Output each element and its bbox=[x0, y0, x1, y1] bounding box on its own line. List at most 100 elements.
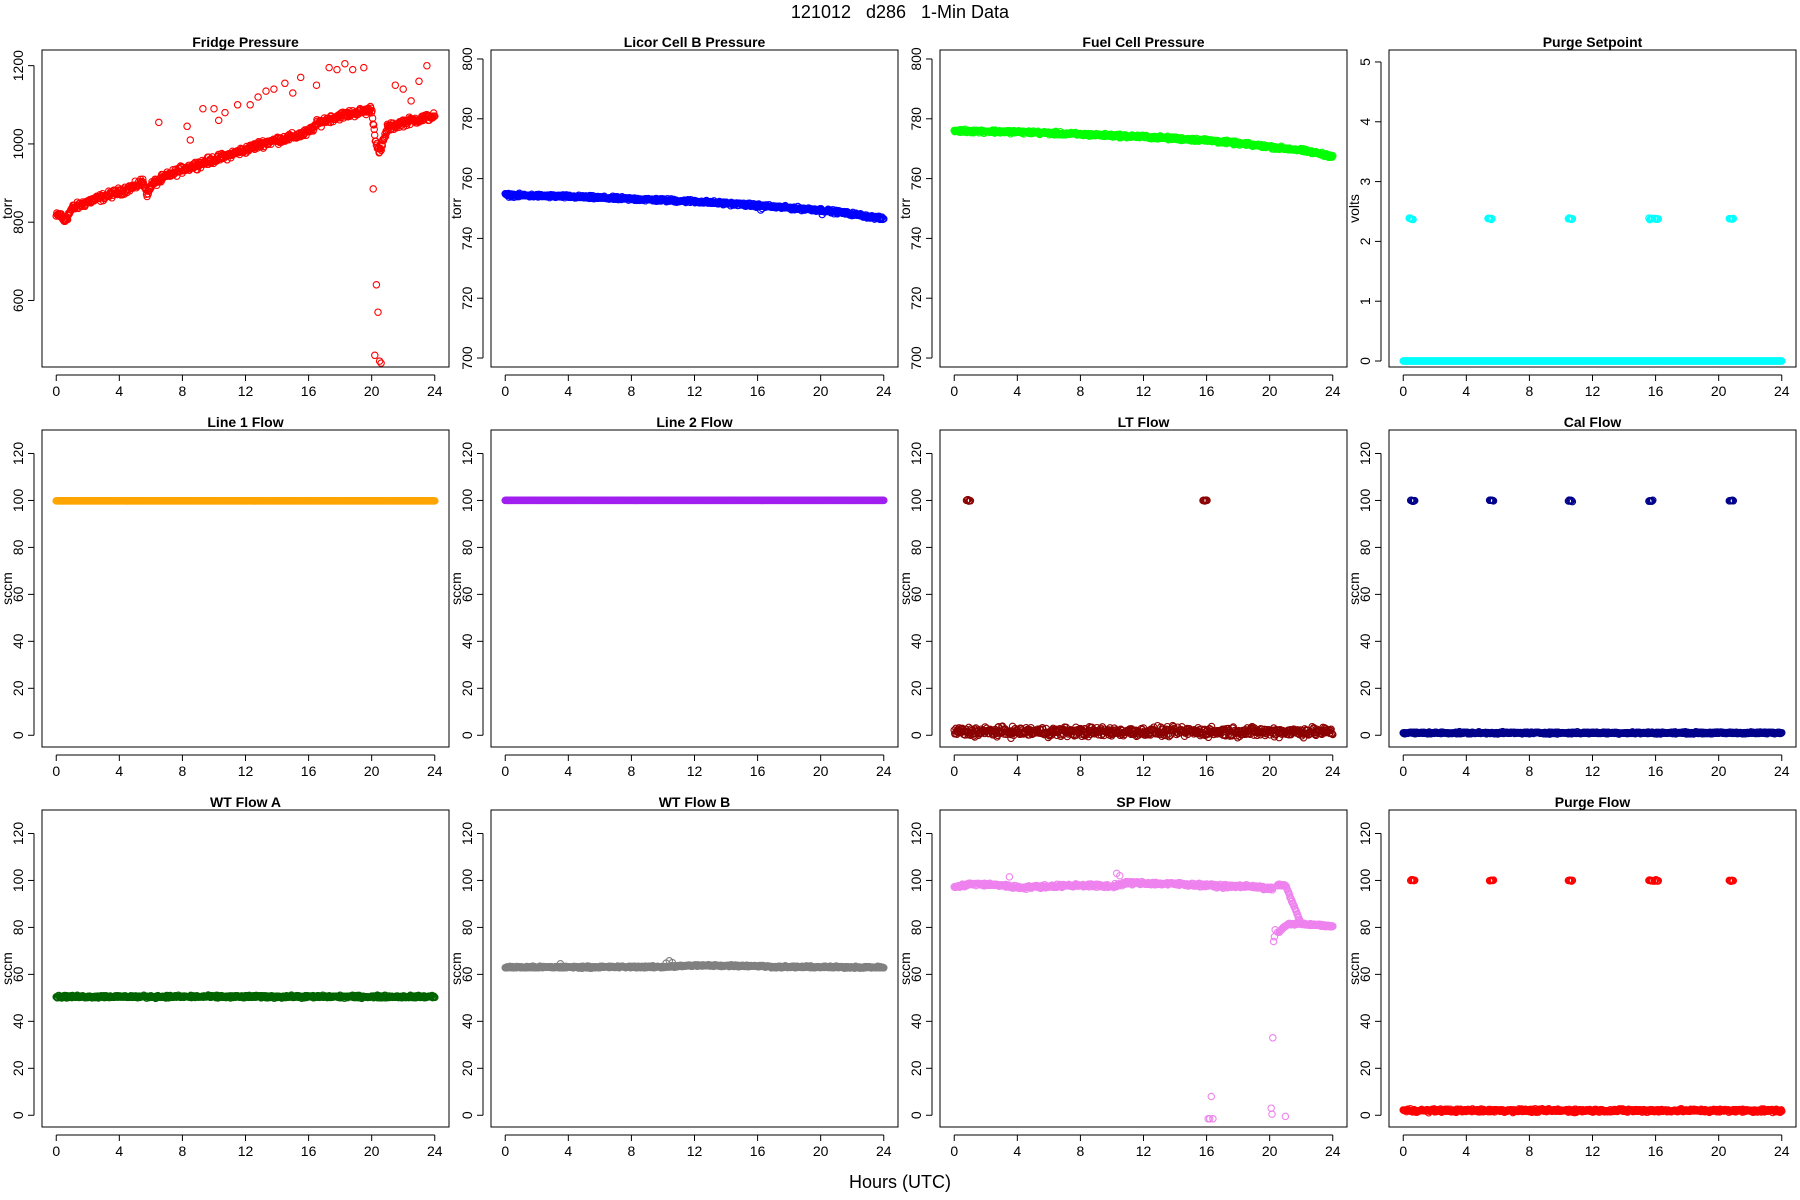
x-tick-label: 12 bbox=[1585, 383, 1601, 399]
data-point bbox=[246, 101, 254, 109]
x-tick-label: 16 bbox=[750, 383, 766, 399]
x-tick-label: 16 bbox=[1199, 383, 1215, 399]
data-points bbox=[950, 495, 1337, 742]
y-tick-label: 800 bbox=[10, 210, 26, 234]
data-point bbox=[221, 108, 229, 117]
y-tick-label: 780 bbox=[908, 107, 924, 131]
y-axis-label: sccm bbox=[448, 572, 464, 605]
data-point bbox=[371, 351, 379, 360]
x-tick-label: 4 bbox=[115, 763, 123, 779]
x-tick-label: 8 bbox=[1077, 383, 1085, 399]
x-tick-label: 8 bbox=[1526, 383, 1534, 399]
x-tick-label: 20 bbox=[813, 383, 829, 399]
data-point bbox=[210, 104, 218, 113]
y-tick-label: 5 bbox=[1357, 58, 1373, 66]
x-tick-label: 12 bbox=[1136, 383, 1152, 399]
y-tick-label: 100 bbox=[10, 489, 26, 513]
y-tick-label: 0 bbox=[1357, 357, 1373, 365]
x-tick-label: 12 bbox=[238, 383, 254, 399]
data-point bbox=[383, 120, 392, 129]
data-point bbox=[155, 118, 163, 127]
data-point bbox=[348, 65, 357, 74]
plot-frame bbox=[939, 49, 1348, 368]
x-tick-label: 12 bbox=[687, 763, 703, 779]
data-point bbox=[375, 357, 384, 365]
y-tick-label: 120 bbox=[459, 442, 475, 466]
data-points bbox=[52, 59, 439, 367]
x-tick-label: 12 bbox=[238, 763, 254, 779]
data-point bbox=[369, 121, 378, 129]
y-tick-label: 800 bbox=[459, 47, 475, 71]
y-tick-label: 120 bbox=[10, 442, 26, 466]
data-point bbox=[377, 146, 385, 155]
data-point bbox=[415, 77, 423, 86]
x-tick-label: 4 bbox=[564, 383, 572, 399]
data-point bbox=[370, 125, 378, 134]
x-tick-label: 20 bbox=[1711, 383, 1727, 399]
data-points bbox=[1399, 214, 1786, 365]
data-point bbox=[374, 308, 382, 316]
x-tick-label: 16 bbox=[1648, 383, 1664, 399]
data-point bbox=[325, 63, 333, 72]
y-tick-label: 740 bbox=[908, 227, 924, 251]
x-tick-label: 0 bbox=[52, 763, 60, 779]
data-points bbox=[52, 497, 439, 505]
x-tick-label: 24 bbox=[1325, 383, 1341, 399]
x-tick-label: 0 bbox=[1399, 383, 1407, 399]
y-tick-label: 760 bbox=[908, 167, 924, 191]
data-point bbox=[312, 81, 321, 89]
plot-frame bbox=[41, 49, 450, 368]
data-points bbox=[501, 496, 888, 505]
panel-title: Fuel Cell Pressure bbox=[1082, 34, 1204, 50]
plot-frame bbox=[1388, 49, 1797, 368]
data-point bbox=[146, 186, 154, 194]
x-tick-label: 24 bbox=[876, 763, 892, 779]
data-point bbox=[391, 81, 400, 89]
y-axis-label: sccm bbox=[0, 572, 15, 605]
data-point bbox=[372, 281, 381, 289]
x-axis: 0 4 8 12 16 20 24 bbox=[52, 374, 443, 399]
panel-title: Line 2 Flow bbox=[656, 414, 732, 430]
data-point bbox=[381, 132, 390, 141]
x-tick-label: 0 bbox=[501, 383, 509, 399]
page-title: 121012 d286 1-Min Data bbox=[790, 2, 1010, 22]
x-tick-label: 16 bbox=[301, 763, 317, 779]
data-point bbox=[214, 116, 223, 125]
y-tick-label: 760 bbox=[459, 167, 475, 191]
y-tick-label: 780 bbox=[459, 107, 475, 131]
y-tick-label: 1200 bbox=[10, 50, 26, 81]
data-point bbox=[375, 148, 384, 156]
panel-title: Fridge Pressure bbox=[192, 34, 299, 50]
x-tick-label: 24 bbox=[876, 383, 892, 399]
x-tick-label: 16 bbox=[750, 763, 766, 779]
plot-frame bbox=[490, 429, 899, 748]
panel-title: Line 1 Flow bbox=[207, 414, 283, 430]
x-tick-label: 24 bbox=[1774, 383, 1790, 399]
x-tick-label: 20 bbox=[364, 763, 380, 779]
y-tick-label: 40 bbox=[459, 633, 475, 649]
data-point bbox=[281, 79, 289, 88]
x-axis: 0 4 8 12 16 20 24 bbox=[52, 754, 443, 779]
y-axis-label: volts bbox=[1346, 194, 1362, 223]
data-point bbox=[423, 61, 431, 70]
data-point bbox=[296, 73, 305, 82]
data-point bbox=[407, 97, 415, 105]
data-point bbox=[431, 112, 439, 120]
x-tick-label: 4 bbox=[1013, 383, 1021, 399]
y-tick-label: 700 bbox=[459, 346, 475, 370]
y-tick-label: 720 bbox=[908, 286, 924, 310]
x-tick-label: 0 bbox=[501, 763, 509, 779]
y-tick-label: 800 bbox=[908, 47, 924, 71]
x-tick-label: 0 bbox=[52, 383, 60, 399]
data-points bbox=[950, 125, 1337, 161]
x-tick-label: 20 bbox=[1262, 383, 1278, 399]
data-point bbox=[399, 85, 407, 93]
data-point bbox=[341, 59, 349, 68]
